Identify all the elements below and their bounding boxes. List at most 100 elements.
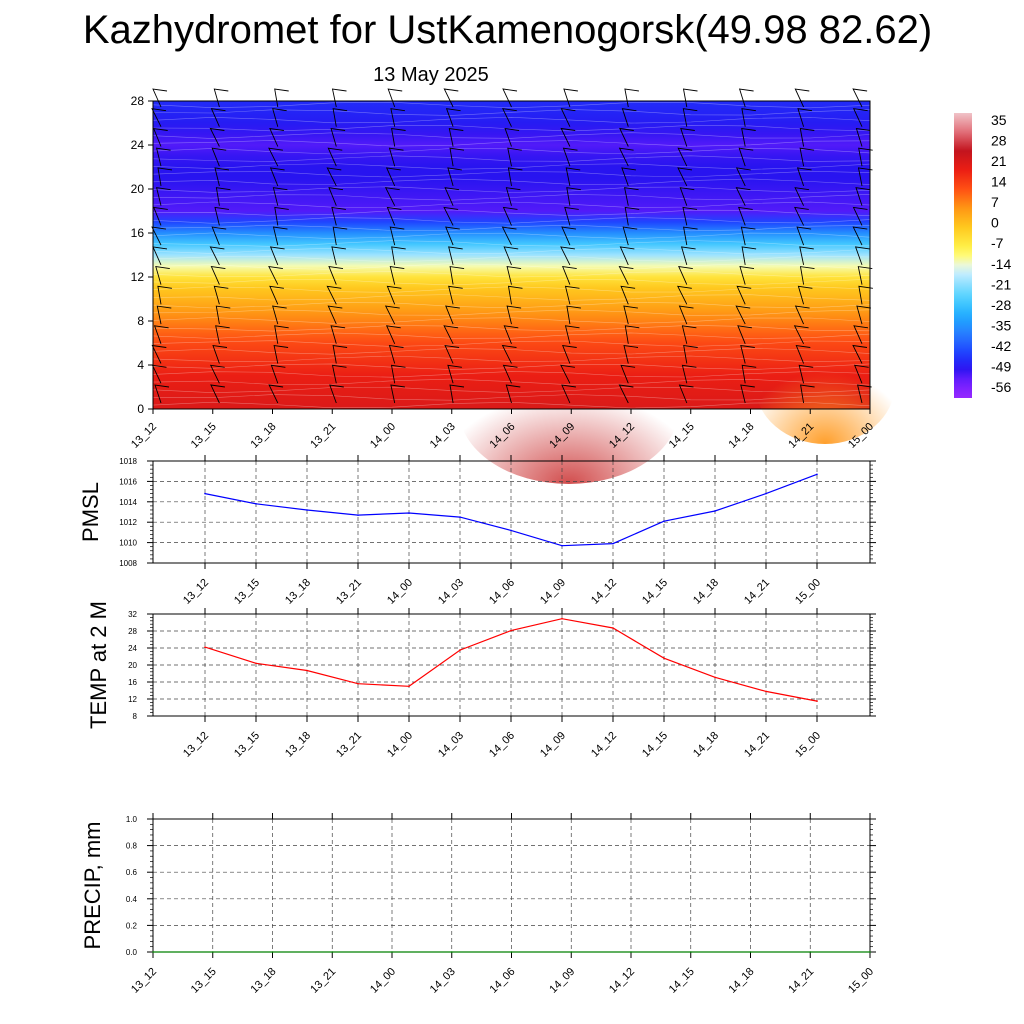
wind-barb xyxy=(272,226,288,246)
wind-barb xyxy=(677,167,693,187)
data-point xyxy=(663,657,665,659)
wind-barb xyxy=(153,206,168,226)
wind-barb xyxy=(272,108,287,127)
wind-barb xyxy=(507,167,523,186)
wind-barb xyxy=(445,108,461,127)
wind-barb xyxy=(858,147,873,167)
wind-barb xyxy=(444,344,460,364)
data-point xyxy=(816,473,818,476)
wind-barb xyxy=(502,206,518,226)
wind-barb xyxy=(331,246,346,266)
wind-barb xyxy=(624,325,640,344)
y-tick-label: 12 xyxy=(131,270,145,284)
wind-barb xyxy=(386,206,402,226)
data-point xyxy=(816,700,818,702)
wind-barb xyxy=(153,325,169,344)
x-tick-label: 14_09 xyxy=(538,577,568,607)
contour-line xyxy=(152,255,871,263)
contour-line xyxy=(152,178,871,185)
y-axis-label: PMSL xyxy=(78,482,103,542)
wind-barb xyxy=(854,246,870,266)
wind-barb xyxy=(156,305,172,325)
wind-barb xyxy=(683,226,698,246)
contour-line xyxy=(152,186,871,193)
wind-barb xyxy=(735,187,751,206)
wind-barb xyxy=(444,187,460,206)
wind-barb xyxy=(327,147,343,167)
contour-line xyxy=(152,240,870,247)
data-point xyxy=(306,509,308,511)
x-tick-label: 14_03 xyxy=(436,577,466,607)
wind-barb xyxy=(855,187,871,206)
y-tick-label: 24 xyxy=(131,138,145,152)
wind-barb xyxy=(737,325,752,344)
contour-line xyxy=(152,247,871,255)
wind-barb xyxy=(209,246,225,266)
y-tick-label: 28 xyxy=(128,627,137,636)
contour-line xyxy=(152,124,871,132)
y-tick-label: 0.8 xyxy=(126,842,138,851)
wind-barb xyxy=(151,344,167,364)
wind-barb xyxy=(738,147,754,167)
wind-barb xyxy=(328,187,344,206)
wind-barb xyxy=(152,127,168,147)
contour-line xyxy=(152,217,871,224)
wind-barb xyxy=(799,127,815,147)
wind-barb xyxy=(857,167,873,186)
x-tick-label: 13_18 xyxy=(249,421,279,451)
wind-barb xyxy=(735,305,751,325)
x-tick-label: 14_12 xyxy=(607,966,637,996)
x-tick-label: 14_06 xyxy=(487,577,517,607)
wind-barb xyxy=(272,305,287,325)
wind-barb xyxy=(735,167,751,187)
y-tick-label: 0 xyxy=(137,402,144,416)
data-point xyxy=(204,646,206,648)
wind-barb xyxy=(740,226,756,246)
wind-barb xyxy=(562,147,578,167)
y-tick-label: 0.6 xyxy=(126,868,138,877)
x-tick-label: 14_18 xyxy=(727,421,757,451)
chart-date: 13 May 2025 xyxy=(373,64,489,86)
colorbar-label: -7 xyxy=(991,235,1004,251)
x-tick-label: 14_21 xyxy=(742,577,772,607)
wind-barbs xyxy=(151,88,873,404)
colorbar-label: -42 xyxy=(991,338,1011,354)
wind-barb xyxy=(797,285,813,305)
wind-barb xyxy=(506,305,522,325)
colorbar-label: -35 xyxy=(991,317,1011,333)
wind-barb xyxy=(209,127,225,147)
wind-barb xyxy=(507,285,523,305)
wind-barb xyxy=(448,285,463,305)
wind-barb xyxy=(741,364,757,384)
wind-barb xyxy=(211,226,227,246)
data-point xyxy=(630,951,632,953)
wind-barb xyxy=(389,266,405,285)
x-tick-label: 13_21 xyxy=(334,577,364,607)
wind-barb xyxy=(503,325,519,344)
wind-barb xyxy=(852,206,868,226)
y-tick-label: 1010 xyxy=(119,539,137,548)
y-tick-label: 1.0 xyxy=(126,815,138,824)
wind-barb xyxy=(274,325,289,344)
wind-barb xyxy=(620,285,636,305)
wind-barb xyxy=(796,226,812,246)
wind-barb xyxy=(270,364,286,384)
y-tick-label: 1018 xyxy=(119,457,137,466)
wind-barb xyxy=(215,325,230,344)
wind-barb xyxy=(678,384,694,404)
y-tick-label: 24 xyxy=(128,644,137,653)
x-tick-label: 13_12 xyxy=(129,966,159,996)
wind-barb xyxy=(448,246,463,266)
x-tick-label: 15_00 xyxy=(793,577,823,607)
data-point xyxy=(869,951,871,953)
wind-barb xyxy=(330,325,346,344)
wind-barb xyxy=(741,108,756,127)
wind-barb xyxy=(680,127,695,147)
x-tick-label: 14_00 xyxy=(385,730,415,760)
y-tick-label: 16 xyxy=(128,678,137,687)
wind-barb xyxy=(390,384,405,404)
wind-barb xyxy=(332,344,348,364)
wind-barb xyxy=(326,285,342,305)
colorbar-label: 28 xyxy=(991,133,1007,149)
data-point xyxy=(212,951,214,953)
